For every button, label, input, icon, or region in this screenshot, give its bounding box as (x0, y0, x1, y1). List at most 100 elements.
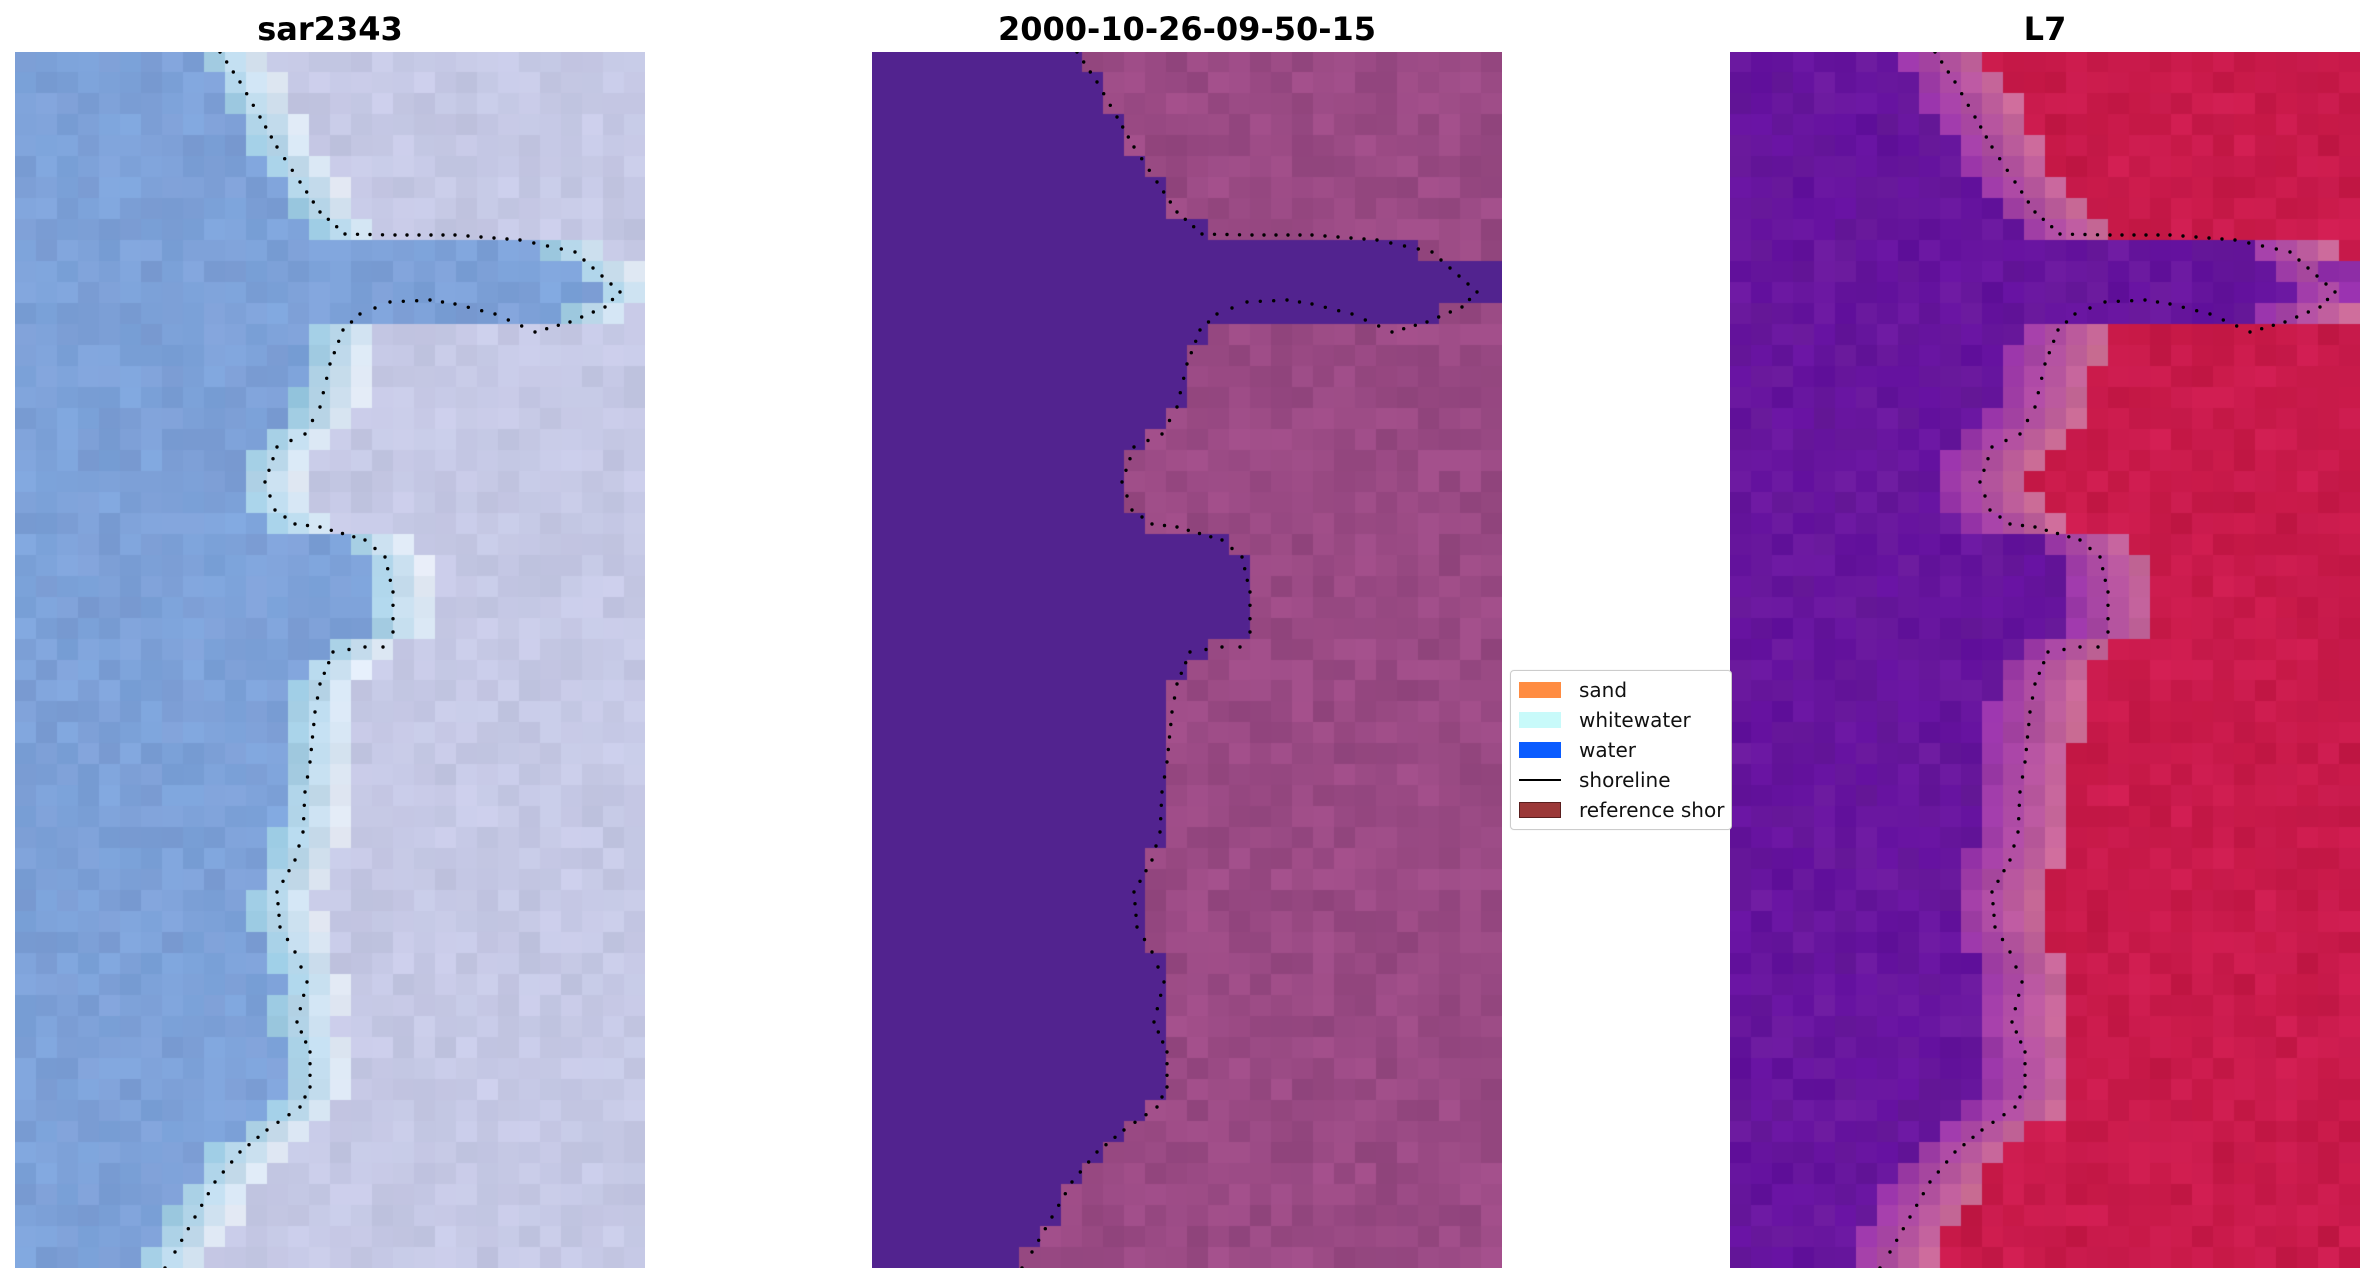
shoreline-point (466, 305, 470, 309)
shoreline-point (325, 376, 329, 380)
shoreline-point (163, 1266, 167, 1268)
legend-label: water (1579, 738, 1636, 762)
shoreline-point (1979, 125, 1983, 129)
shoreline-point (312, 722, 316, 727)
shoreline-overlay (1878, 52, 2337, 1268)
shoreline-point (1160, 790, 1164, 794)
shoreline-point (2088, 306, 2092, 310)
shoreline-point (1336, 235, 1340, 239)
shoreline-point (1984, 135, 1988, 139)
shoreline-point (1030, 1250, 1034, 1254)
shoreline-point (264, 125, 268, 129)
shoreline-point (600, 274, 604, 278)
shoreline-point (308, 1062, 312, 1066)
shoreline-point (2274, 247, 2278, 251)
shoreline-point (1070, 1180, 1074, 1184)
shoreline-point (582, 258, 586, 262)
shoreline-point (343, 232, 347, 236)
shoreline-point (275, 890, 279, 894)
shoreline-point (1350, 312, 1354, 316)
shoreline-point (1245, 300, 1249, 304)
shoreline-point (337, 339, 341, 343)
shoreline-point (2318, 305, 2322, 309)
shoreline-point (2295, 315, 2299, 319)
shoreline-point (1175, 210, 1179, 214)
shoreline-point (2260, 244, 2265, 248)
shoreline-point (268, 494, 272, 498)
shoreline-point (2283, 320, 2287, 324)
shoreline-point (2028, 710, 2032, 714)
shoreline-point (281, 879, 285, 883)
false-color-image (1730, 52, 2360, 1268)
shoreline-point (1120, 480, 1124, 484)
shoreline-point (2008, 858, 2012, 862)
shoreline-point (1212, 232, 1217, 236)
shoreline-point (1986, 457, 1990, 461)
shoreline-point (1390, 330, 1394, 334)
shoreline-point (2315, 274, 2319, 278)
shoreline-point (310, 735, 315, 739)
shoreline-point (388, 300, 392, 304)
shoreline-point (218, 52, 222, 54)
shoreline-point (230, 1160, 234, 1164)
shoreline-point (1425, 320, 1429, 324)
shoreline-point (1186, 528, 1190, 532)
shoreline-point (302, 993, 306, 997)
shoreline-point (591, 266, 595, 270)
shoreline-point (386, 567, 390, 571)
shoreline-point (318, 682, 322, 686)
shoreline-point (368, 232, 372, 237)
shoreline-point (193, 1215, 197, 1219)
shoreline-point (298, 1105, 302, 1109)
panel-title-satellite: L7 (2023, 10, 2067, 48)
shoreline-point (340, 531, 345, 536)
shoreline-point (1953, 80, 1957, 84)
shoreline-point (1349, 236, 1353, 240)
shoreline-point (1156, 965, 1160, 969)
shoreline-point (299, 965, 303, 969)
legend-label: reference shor (1579, 798, 1725, 822)
shoreline-point (290, 168, 294, 172)
shoreline-point (2018, 790, 2022, 794)
shoreline-point (1475, 290, 1479, 294)
shoreline-point (355, 232, 360, 236)
shoreline-point (1466, 282, 1470, 286)
shoreline-point (2062, 647, 2066, 652)
shoreline-point (1337, 309, 1341, 313)
shoreline-point (1960, 92, 1964, 96)
shoreline-point (1126, 135, 1130, 139)
shoreline-point (2033, 210, 2037, 214)
shoreline-point (2008, 522, 2012, 526)
shoreline-point (2005, 168, 2009, 172)
shoreline-point (305, 523, 310, 528)
shoreline-point (1168, 200, 1172, 204)
shoreline-point (1982, 468, 1986, 472)
shoreline-point (1108, 103, 1112, 107)
shoreline-point (453, 302, 457, 306)
panel-title-date: 2000-10-26-09-50-15 (997, 10, 1377, 48)
shoreline-point (1310, 233, 1314, 237)
shoreline-point (308, 1085, 312, 1089)
shoreline-point (1310, 302, 1314, 306)
shoreline-point (2013, 1007, 2017, 1011)
shoreline-point (1402, 244, 1407, 248)
shoreline-point (1915, 1203, 1919, 1208)
shoreline-point (1971, 1135, 1975, 1140)
shoreline-point (492, 236, 496, 240)
shoreline-point (568, 320, 572, 324)
shoreline-point (180, 1238, 184, 1243)
shoreline-point (1160, 1095, 1164, 1099)
shoreline-point (304, 1040, 308, 1044)
reference-shoreline-swatch (1519, 802, 1561, 818)
shoreline-point (1921, 1192, 1925, 1196)
shoreline-point (2020, 523, 2025, 528)
shoreline-point (428, 298, 432, 302)
shoreline-point (289, 438, 293, 443)
shoreline-point (308, 1073, 312, 1077)
shoreline-point (1144, 1113, 1148, 1117)
shoreline-point (591, 310, 595, 314)
shoreline-point (238, 1150, 242, 1154)
shoreline-point (1178, 391, 1182, 395)
shoreline-point (2040, 376, 2044, 380)
shoreline-point (373, 306, 377, 310)
